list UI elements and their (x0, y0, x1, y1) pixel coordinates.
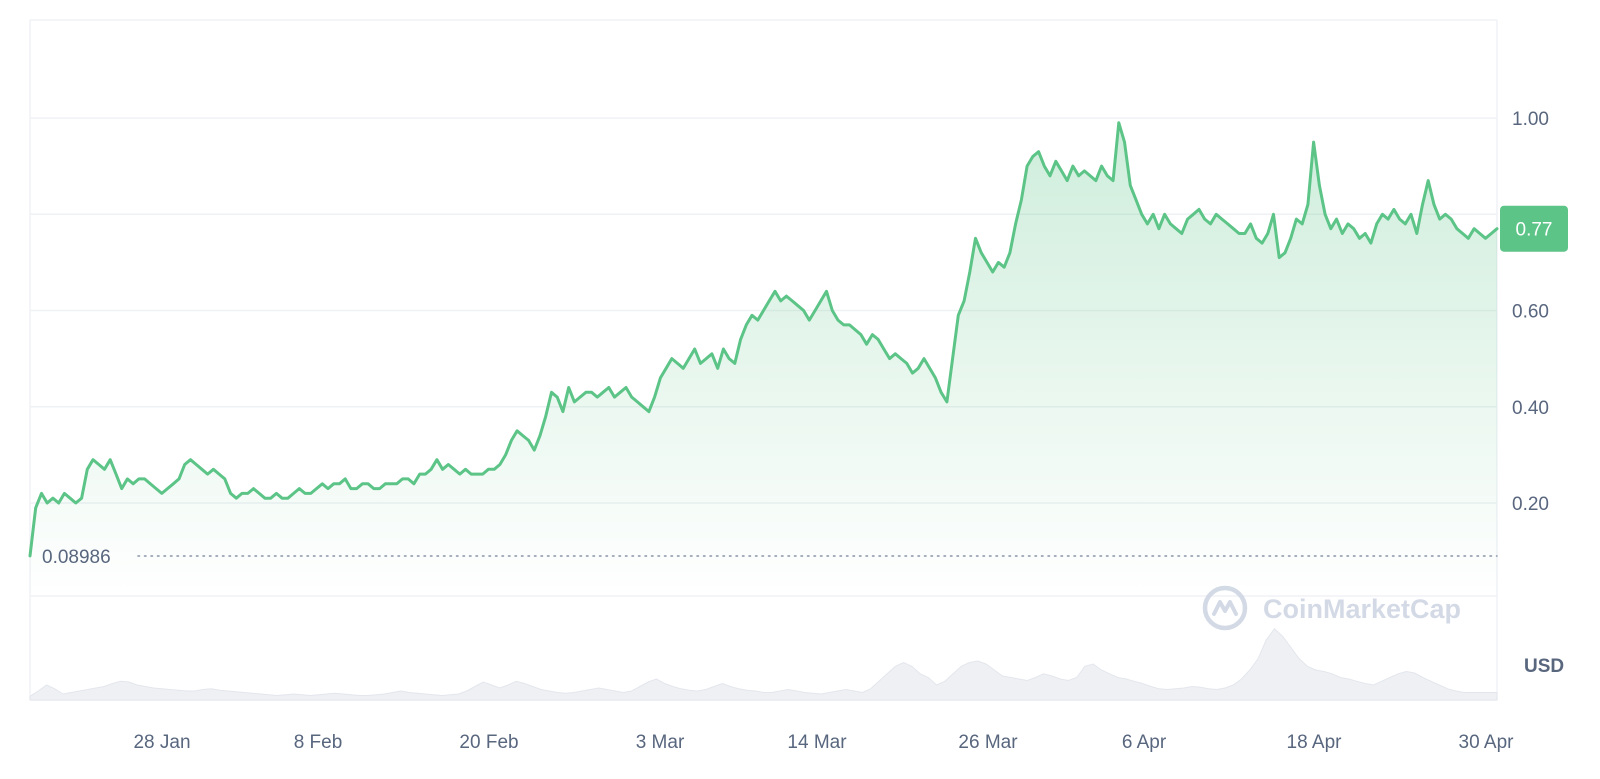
current-price-badge: 0.77 (1500, 205, 1568, 252)
watermark-text: CoinMarketCap (1263, 594, 1461, 624)
x-tick-label: 28 Jan (133, 732, 190, 753)
x-tick-label: 20 Feb (459, 732, 518, 753)
y-tick-label: 0.20 (1512, 494, 1549, 515)
price-area-fill (30, 122, 1497, 597)
x-tick-label: 30 Apr (1459, 732, 1515, 753)
x-axis-tick-labels: 28 Jan 8 Feb 20 Feb 3 Mar 14 Mar 26 Mar 6 Apr 1… (133, 732, 1514, 753)
x-tick-label: 26 Mar (958, 732, 1018, 753)
coinmarketcap-watermark: CoinMarketCap (1202, 585, 1461, 631)
price-line (28, 121, 1499, 558)
x-tick-label: 14 Mar (787, 732, 847, 753)
y-tick-label: 1.00 (1512, 109, 1549, 130)
volume-area (29, 628, 1498, 701)
x-tick-label: 8 Feb (294, 732, 343, 753)
y-axis-tick-labels: 0.20 0.40 0.60 1.00 (1512, 109, 1549, 515)
baseline-value-label: 0.08986 (42, 547, 111, 568)
x-tick-label: 6 Apr (1122, 732, 1167, 753)
current-price-badge-bg (1500, 205, 1568, 252)
y-tick-label: 0.60 (1512, 302, 1549, 323)
x-tick-label: 3 Mar (636, 732, 685, 753)
current-price-label: 0.77 (1516, 220, 1553, 241)
x-tick-label: 18 Apr (1287, 732, 1343, 753)
currency-label: USD (1524, 656, 1564, 677)
y-tick-label: 0.40 (1512, 398, 1549, 419)
